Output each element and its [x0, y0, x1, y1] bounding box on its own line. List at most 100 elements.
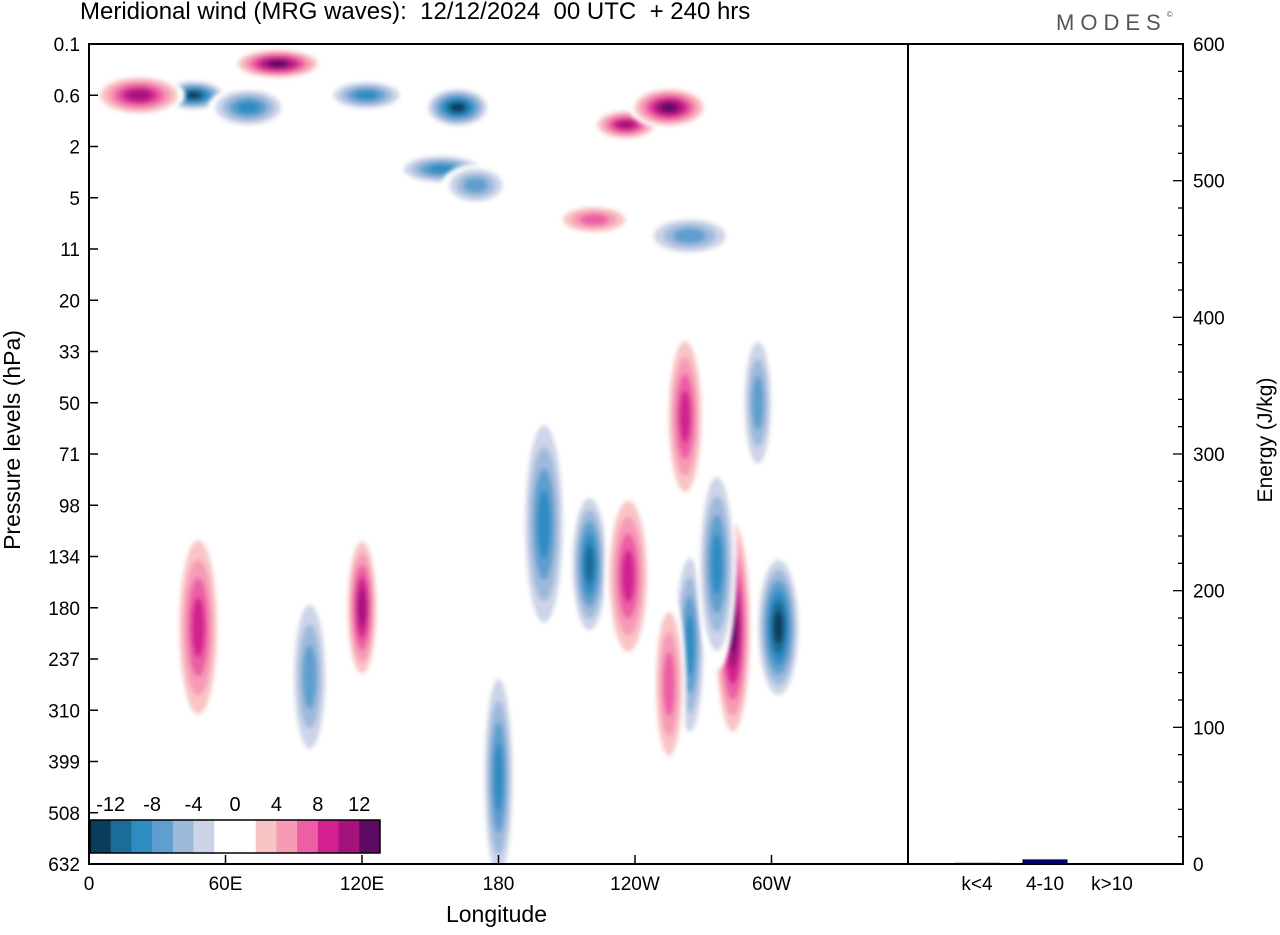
contour-band: [751, 375, 764, 430]
energy-frame: [907, 43, 1184, 865]
wind-feature: [441, 164, 510, 207]
colorbar-swatch: [317, 820, 340, 853]
wind-feature: [289, 584, 330, 769]
colorbar-tick-label: 8: [312, 794, 323, 816]
x-tick-label: 120W: [610, 874, 660, 895]
y-axis-label: Pressure levels (hPa): [0, 330, 25, 550]
contour-band: [584, 545, 595, 584]
energy-tick-label: 600: [1193, 35, 1225, 56]
contour-band: [355, 90, 378, 100]
wind-feature: [643, 214, 736, 257]
wind-feature: [231, 47, 324, 80]
colorbar: -12 -8 -4 0 4 8 12: [89, 794, 381, 854]
y-tick-label: 508: [48, 804, 80, 825]
wind-feature: [554, 203, 635, 236]
energy-bar: [1022, 859, 1068, 865]
contour-band: [357, 588, 367, 627]
y-tick-label: 632: [48, 855, 80, 876]
chart-title: Meridional wind (MRG waves): 12/12/2024 …: [80, 0, 751, 25]
x-axis-label: Longitude: [446, 901, 547, 927]
wind-feature: [569, 486, 610, 643]
wind-feature: [629, 86, 710, 129]
colorbar-swatch: [235, 820, 257, 853]
y-tick-label: 11: [60, 240, 80, 261]
heatmap-axes: 0.1 0.6 2 5 11 20 33 50 71 98 134 180 237 310 399 508 63…: [0, 35, 909, 927]
x-tick-label: 60W: [752, 874, 791, 895]
contour-band: [236, 101, 260, 114]
y-tick-label: 134: [48, 548, 80, 569]
colorbar-tick-label: 12: [348, 794, 370, 816]
energy-bar: [954, 862, 1000, 865]
energy-category-label: k<4: [961, 874, 993, 895]
wind-feature: [481, 657, 516, 864]
contour-band: [450, 103, 465, 112]
x-tick-label: 0: [84, 874, 95, 895]
y-tick-label: 98: [59, 496, 80, 517]
wind-feature: [696, 458, 737, 671]
contour-band: [773, 610, 784, 644]
wind-feature: [665, 324, 706, 509]
energy-axis-label: Energy (J/kg): [1254, 378, 1277, 503]
x-tick-label: 120E: [340, 874, 384, 895]
wind-feature: [605, 484, 652, 669]
x-tick-label: 60E: [209, 874, 243, 895]
y-tick-label: 237: [48, 650, 80, 671]
colorbar-swatch: [359, 820, 381, 853]
colorbar-tick-label: 0: [229, 794, 240, 816]
contour-band: [617, 120, 635, 129]
y-tick-label: 0.6: [54, 86, 80, 107]
wind-feature: [175, 521, 222, 734]
contour-band: [711, 533, 723, 595]
wind-heatmap: [93, 47, 802, 864]
contour-band: [302, 644, 317, 709]
wind-feature: [521, 404, 567, 645]
colorbar-tick-label: -8: [143, 794, 161, 816]
energy-axes: 0 100 200 300 400 500 600 Energy (J/kg) k<4 4-10 k…: [907, 35, 1277, 895]
colorbar-tick-label: -12: [96, 794, 125, 816]
colorbar-tick-label: -4: [185, 794, 203, 816]
contour-band: [191, 597, 205, 658]
colorbar-swatch: [193, 820, 215, 853]
y-tick-label: 310: [48, 701, 80, 722]
contour-band: [684, 614, 695, 676]
logo-mark: ©: [1166, 10, 1173, 19]
energy-tick-label: 400: [1193, 308, 1225, 329]
contour-band: [127, 90, 151, 101]
energy-tick-label: 0: [1193, 855, 1204, 876]
logo-text: MODES: [1056, 10, 1167, 35]
wind-feature: [208, 86, 289, 129]
wind-feature: [345, 529, 379, 686]
y-tick-label: 180: [48, 599, 80, 620]
wind-feature: [740, 324, 775, 481]
modes-logo: MODES©: [1056, 10, 1173, 36]
y-tick-label: 5: [69, 189, 80, 210]
contour-band: [660, 103, 678, 112]
contour-band: [580, 214, 608, 226]
colorbar-swatch: [152, 820, 174, 853]
y-tick-label: 0.1: [54, 35, 80, 56]
wind-feature: [652, 591, 687, 776]
wind-feature: [93, 74, 186, 117]
y-tick-label: 2: [69, 138, 80, 159]
wind-feature: [326, 79, 407, 112]
colorbar-swatch: [90, 820, 112, 853]
colorbar-swatch: [338, 820, 360, 853]
y-tick-label: 399: [48, 753, 80, 774]
colorbar-frame: [89, 819, 381, 854]
x-tick-label: 180: [483, 874, 515, 895]
contour-band: [537, 489, 551, 559]
contour-band: [673, 228, 706, 244]
energy-tick-label: 500: [1193, 172, 1225, 193]
colorbar-swatch: [297, 820, 319, 853]
y-tick-label: 33: [59, 343, 80, 364]
colorbar-swatch: [110, 820, 132, 853]
contour-band: [621, 549, 635, 603]
wind-feature: [423, 86, 492, 129]
colorbar-swatch: [172, 820, 195, 853]
contour-band: [463, 177, 488, 193]
contour-band: [493, 743, 504, 812]
energy-category-label: k>10: [1091, 874, 1133, 895]
y-tick-label: 50: [59, 394, 80, 415]
